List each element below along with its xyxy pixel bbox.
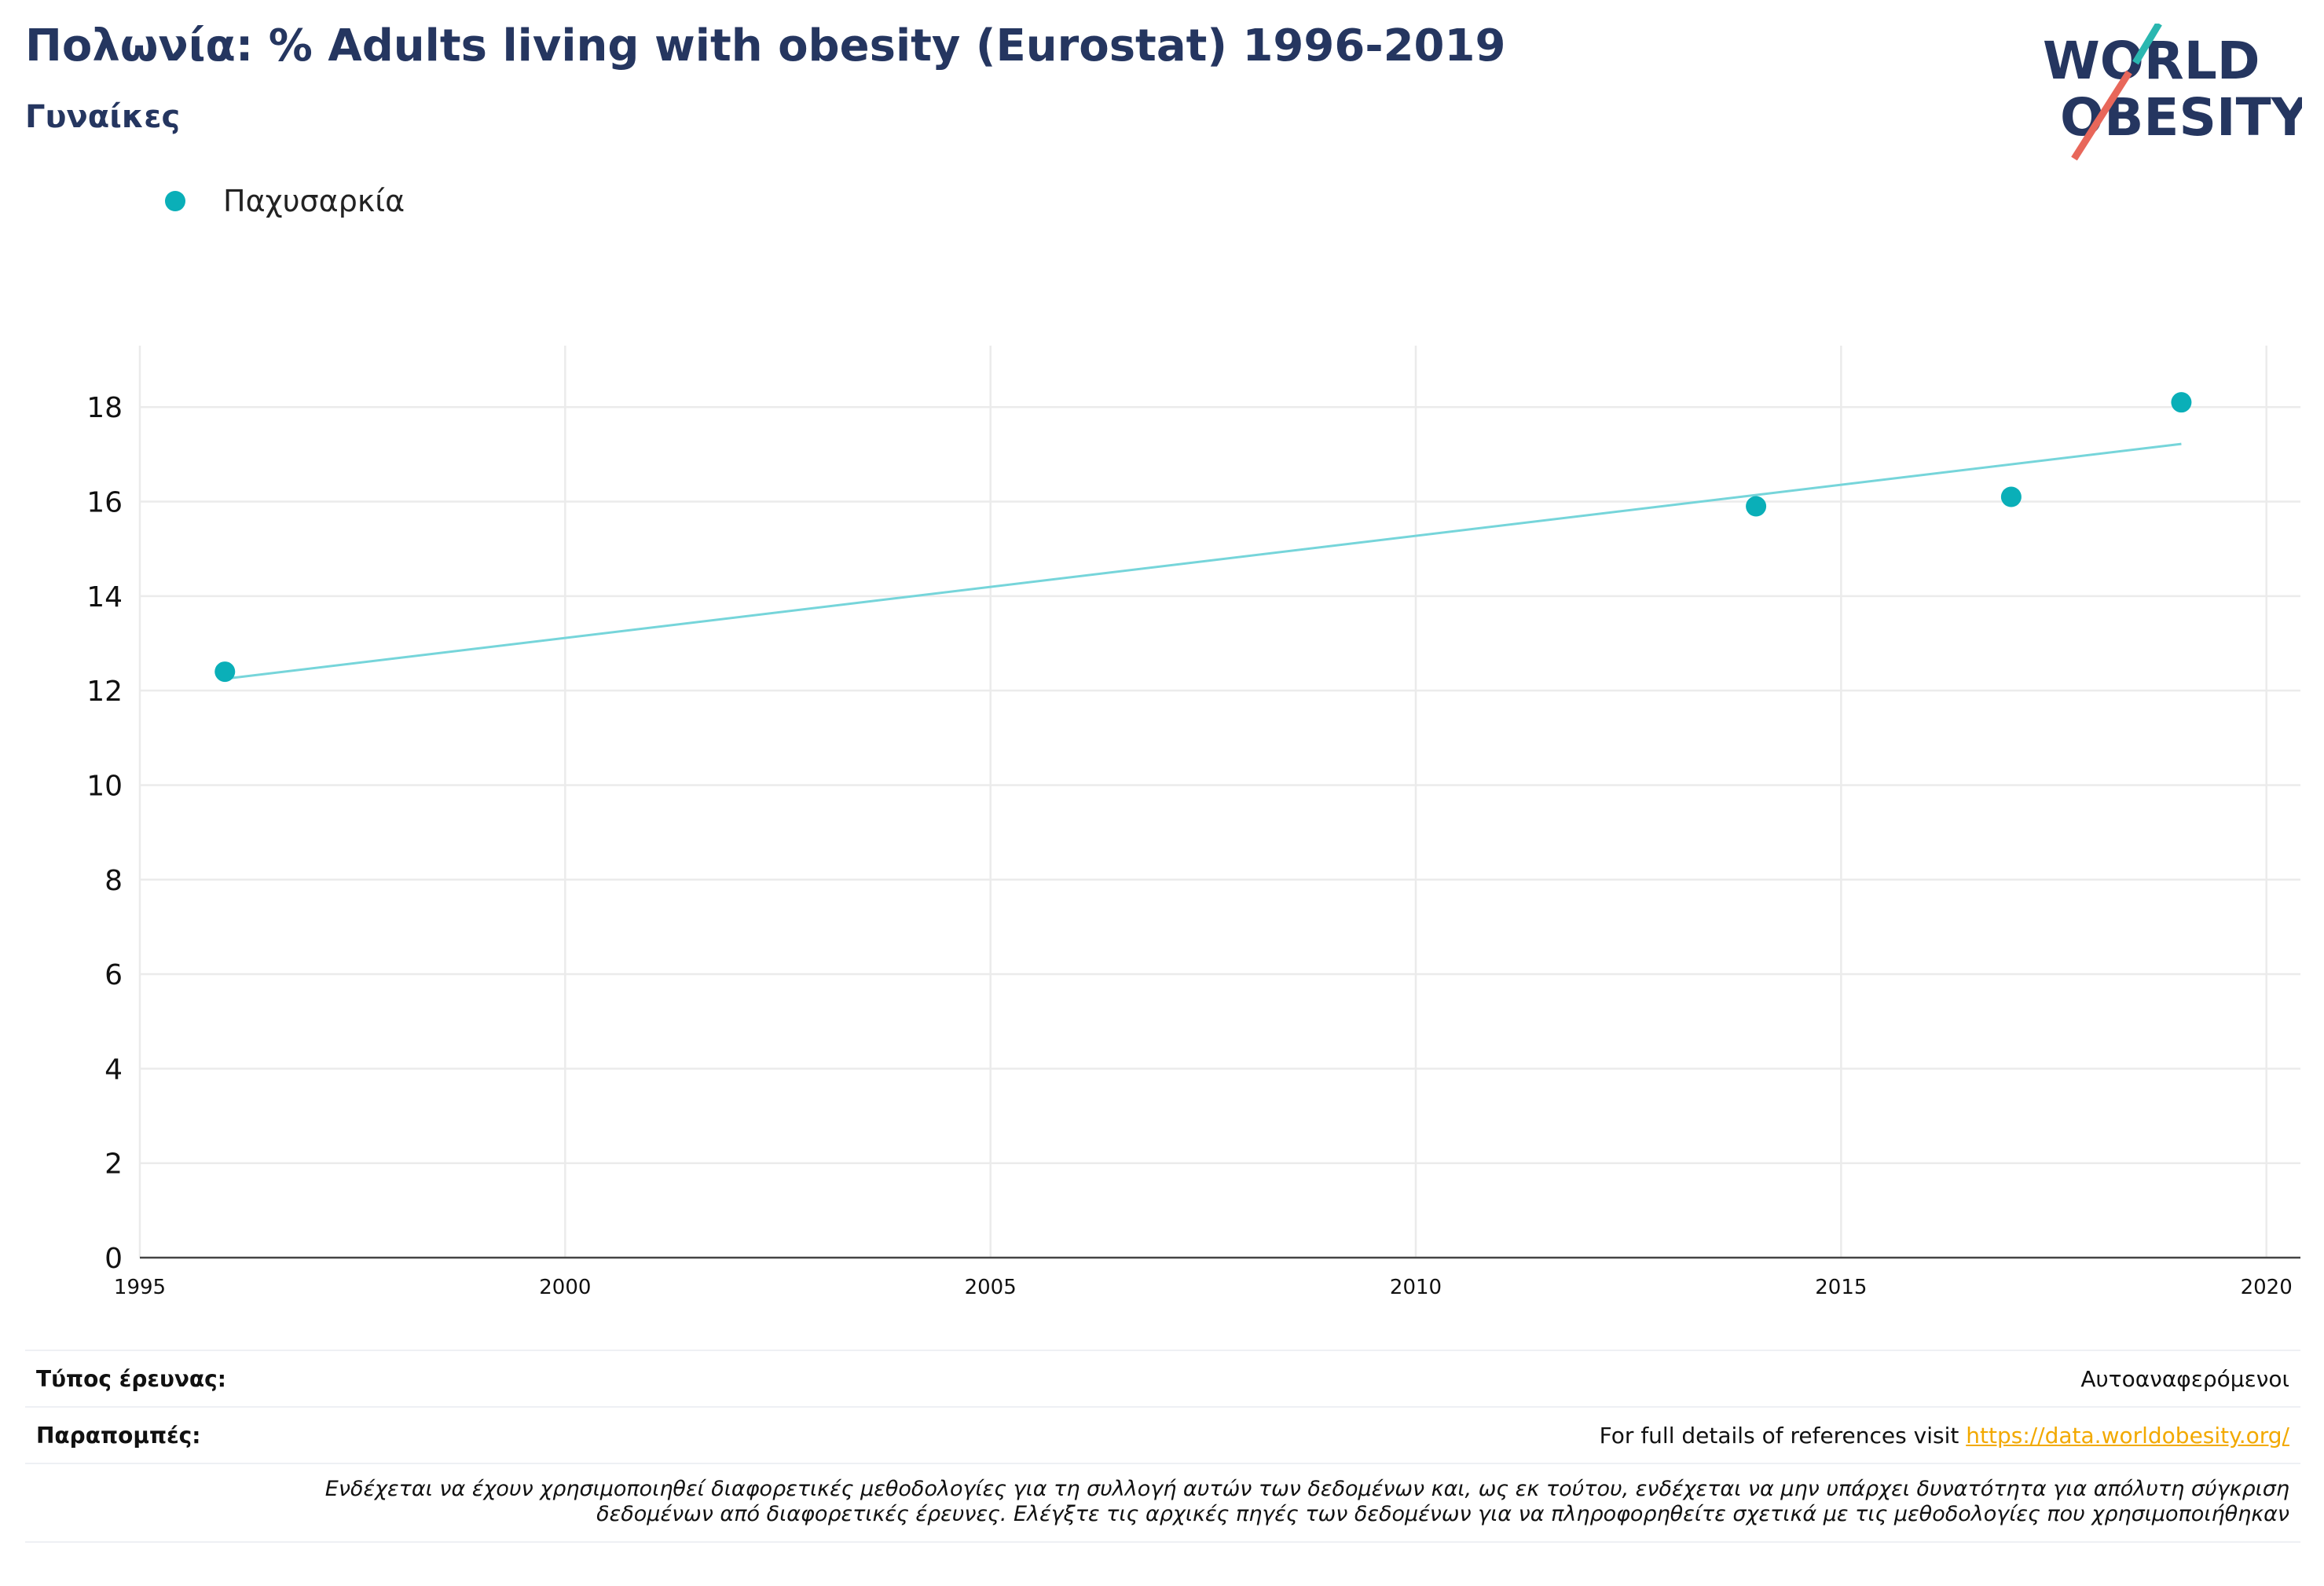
x-tick-labels: 1995 2000 2005 2010 2015 2020 [114, 1276, 2293, 1299]
survey-type-value: Αυτοαναφερόμενοι [2080, 1365, 2289, 1392]
disclaimer-line-2: δεδομένων από διαφορετικές έρευνες. Ελέγ… [596, 1502, 2289, 1526]
disclaimer-line-1: Ενδέχεται να έχουν χρησιμοποιηθεί διαφορ… [324, 1477, 2289, 1501]
x-tick-label: 2010 [1390, 1276, 1442, 1299]
y-tick-label: 10 [86, 770, 123, 802]
y-tick-label: 8 [104, 865, 123, 897]
data-points [214, 392, 2192, 683]
x-tick-label: 2000 [539, 1276, 591, 1299]
chart-title: Πολωνία: % Adults living with obesity (E… [25, 20, 1506, 71]
y-tick-label: 6 [104, 959, 123, 991]
x-tick-label: 2020 [2241, 1276, 2293, 1299]
survey-type-label: Τύπος έρευνας: [36, 1365, 226, 1392]
references-row: Παραπομπές: For full details of referenc… [25, 1406, 2300, 1463]
trend-line [225, 442, 2182, 680]
logo-slash-teal [2132, 24, 2162, 65]
references-text: For full details of references visit [1599, 1422, 1967, 1449]
y-tick-labels: 0 2 4 6 8 10 12 14 16 18 [86, 392, 123, 1275]
y-tick-label: 16 [86, 487, 123, 519]
data-point [214, 661, 236, 683]
legend: Παχυσαρκία [165, 184, 405, 218]
y-tick-label: 14 [86, 581, 123, 614]
legend-label: Παχυσαρκία [223, 184, 405, 218]
y-tick-label: 4 [104, 1053, 123, 1086]
references-link[interactable]: https://data.worldobesity.org/ [1966, 1422, 2289, 1449]
legend-marker [165, 191, 185, 211]
y-tick-label: 0 [104, 1243, 123, 1275]
logo-slash-coral [2071, 70, 2132, 161]
x-tick-label: 2015 [1815, 1276, 1867, 1299]
y-tick-label: 18 [86, 392, 123, 424]
references-value: For full details of references visit htt… [1600, 1423, 2289, 1449]
x-tick-label: 1995 [114, 1276, 166, 1299]
data-point [1746, 496, 1767, 517]
disclaimer: Ενδέχεται να έχουν χρησιμοποιηθεί διαφορ… [25, 1463, 2300, 1543]
y-tick-label: 12 [86, 676, 123, 708]
data-point [2000, 486, 2022, 507]
world-obesity-logo: WORLD OBESITY [2043, 24, 2302, 161]
x-tick-label: 2005 [965, 1276, 1017, 1299]
survey-type-row: Τύπος έρευνας: Αυτοαναφερόμενοι [25, 1350, 2300, 1406]
data-point [2171, 392, 2192, 413]
chart-plot: 0 2 4 6 8 10 12 14 16 18 1995 2000 2005 2010 2015 2020 [86, 346, 2300, 1299]
trend-line-group [225, 442, 2182, 680]
references-label: Παραπομπές: [36, 1422, 201, 1449]
grid-lines [138, 346, 2300, 1258]
y-tick-label: 2 [104, 1148, 123, 1181]
footer: Τύπος έρευνας: Αυτοαναφερόμενοι Παραπομπ… [25, 1350, 2300, 1543]
chart-subtitle: Γυναίκες [25, 99, 181, 135]
